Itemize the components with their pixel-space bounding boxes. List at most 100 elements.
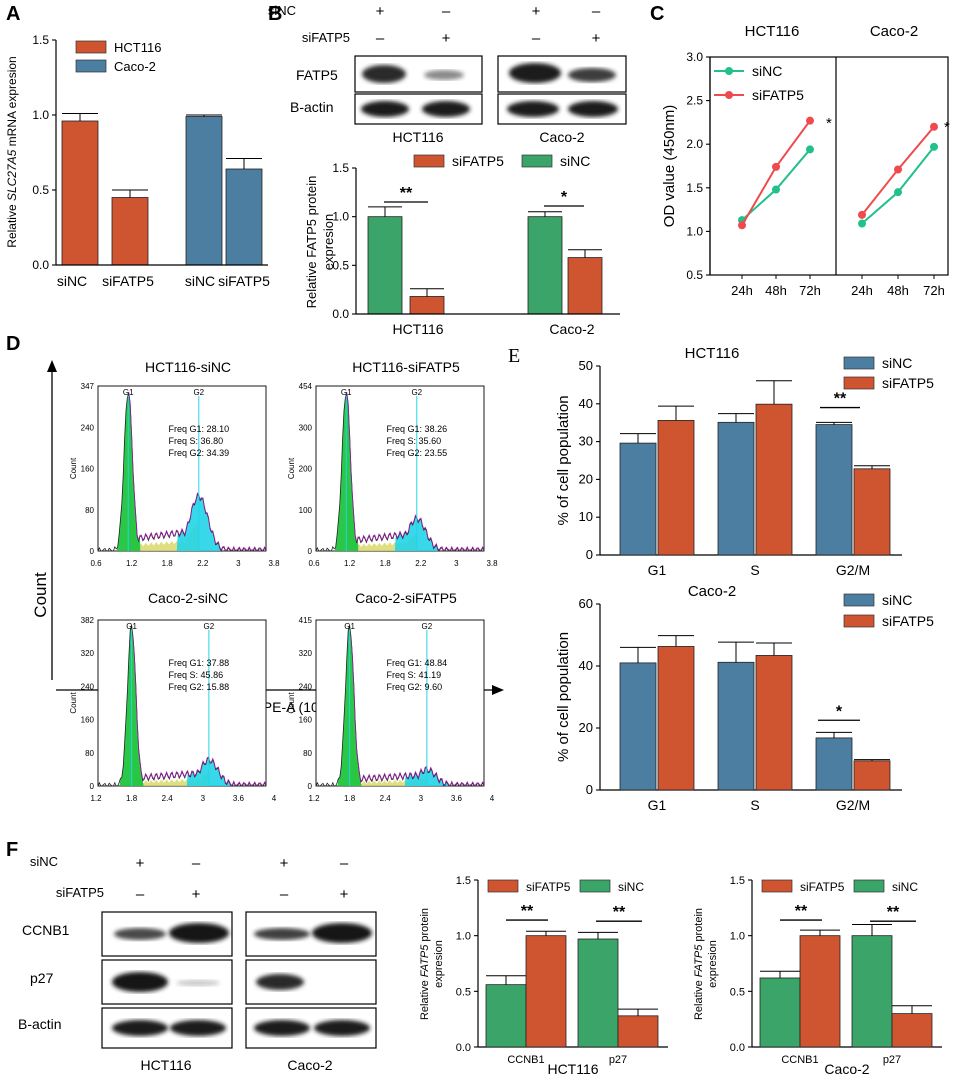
freq-stat: Freq S: 41.19 <box>387 670 442 680</box>
bar-siNC <box>61 120 99 266</box>
y-axis-label-gene: FATP5 <box>419 944 431 977</box>
chart-title: Caco-2 <box>688 583 736 600</box>
legend-label: siNC <box>882 355 912 371</box>
y-tick-label: 1.0 <box>730 931 745 943</box>
blot-b-sign: – <box>532 30 541 47</box>
histogram-x-tick: 1.8 <box>344 794 356 803</box>
legend-swatch <box>75 40 107 54</box>
histogram-x-tick: 3 <box>236 559 241 568</box>
g1-gate-label: G1 <box>344 622 355 631</box>
freq-stat: Freq G1: 28.10 <box>169 424 230 434</box>
fit-curve <box>132 635 267 786</box>
histogram-x-tick: 3 <box>454 559 459 568</box>
y-tick-label: 1.5 <box>332 161 349 175</box>
y-axis-label-part: protein <box>419 908 431 945</box>
g2-gate-label: G2 <box>193 388 204 397</box>
histogram-title: HCT116-siFATP5 <box>352 359 460 375</box>
bar-siFATP5-p27 <box>891 1013 933 1048</box>
histogram-y-tick: 240 <box>81 423 95 432</box>
histogram-x-tick: 1.2 <box>90 794 102 803</box>
data-point-siNC <box>894 188 902 197</box>
chart-title: HCT116 <box>685 345 740 362</box>
legend-label: siFATP5 <box>526 880 571 894</box>
y-axis-label-line: Relative FATP5 protein <box>419 908 431 1020</box>
histogram-x-tick: 3.8 <box>486 559 498 568</box>
histogram-x-tick: 4 <box>272 794 277 803</box>
legend-label: siNC <box>618 880 644 894</box>
legend-swatch <box>75 59 107 73</box>
blot-f-sign: – <box>136 886 145 903</box>
blot-b-band-bactin: B-actin <box>290 99 334 115</box>
blot-b-sign: – <box>376 30 385 47</box>
x-tick-label: CCNB1 <box>507 1054 544 1066</box>
flow-pe-axis-label: PE-A (10⁶) <box>263 699 329 715</box>
significance-label: ** <box>613 904 626 921</box>
histogram-y-tick: 382 <box>81 616 95 625</box>
y-tick-label: 1.0 <box>686 224 703 238</box>
data-point-siNC <box>772 185 780 194</box>
legend-label: siFATP5 <box>752 87 804 103</box>
legend-label: siNC <box>752 63 782 79</box>
flow-histogram: HCT116-siFATP5 454 300 200 100 0 Count 0.6 1.2 1.… <box>287 359 498 568</box>
blot-band <box>254 928 310 940</box>
histogram-y-tick: 80 <box>85 749 94 758</box>
y-tick-label: 1.5 <box>456 875 471 887</box>
chart-f-hct116: 0.0 0.5 1.0 1.5 Relative FATP5 proteinexpres… <box>419 875 668 1077</box>
bar-siFATP5-HCT116 <box>409 296 445 315</box>
histogram-x-tick: 1.8 <box>126 794 138 803</box>
legend-label: siNC <box>882 592 912 608</box>
bar-siFATP5-CCNB1 <box>799 935 841 1048</box>
x-tick-label: Caco-2 <box>549 321 594 337</box>
x-axis-label: Caco-2 <box>824 1061 869 1077</box>
histogram-y-label: Count <box>287 692 296 714</box>
blot-b-sign: – <box>442 3 451 20</box>
y-tick-label: 0.0 <box>332 307 349 321</box>
y-axis-label: OD value (450nm) <box>661 105 678 228</box>
bar-siNC-Caco-2 <box>527 216 563 315</box>
blot-band <box>312 923 372 943</box>
y-axis-label-line: expresion <box>433 940 445 988</box>
significance-label: * <box>944 119 950 136</box>
chart-a: 0.0 0.5 1.0 1.5 Relative SLC27A5 mRNA expres… <box>5 33 270 289</box>
histogram-x-tick: 2.2 <box>415 559 427 568</box>
freq-stat: Freq S: 36.80 <box>169 436 224 446</box>
blot-f-sign: – <box>192 855 201 872</box>
blot-band <box>170 1020 226 1036</box>
blot-band <box>176 980 220 986</box>
y-tick-label: 2.5 <box>686 94 703 108</box>
blot-band <box>509 63 561 83</box>
x-tick-label: S <box>750 562 759 578</box>
y-axis-label-part: mRNA expresion <box>5 56 19 149</box>
blot-band <box>169 923 229 943</box>
g1-gate-label: G1 <box>123 388 134 397</box>
histogram-y-tick: 0 <box>308 782 313 791</box>
chart-c: 0.5 1.0 1.5 2.0 2.5 3.0 OD value (450nm) HCT116… <box>661 23 950 298</box>
blot-f-band-ccnb1: CCNB1 <box>22 922 70 938</box>
data-point-siFATP5 <box>738 221 746 230</box>
bar-siNC-p27 <box>851 935 893 1048</box>
blot-f-band-bactin: B-actin <box>18 1016 62 1032</box>
bar-siNC <box>185 116 223 266</box>
histogram-y-label: Count <box>69 457 78 479</box>
legend-label: siNC <box>892 880 918 894</box>
blot-band <box>114 928 166 940</box>
legend-swatch <box>521 154 553 168</box>
blot-f-sign: + <box>280 855 289 872</box>
y-tick-label: 10 <box>579 509 593 524</box>
y-tick-label: 0.5 <box>730 986 745 998</box>
legend-swatch <box>413 154 445 168</box>
blot-band <box>112 972 168 992</box>
fit-curve <box>346 392 485 551</box>
histogram-y-tick: 0 <box>90 782 95 791</box>
data-point-siFATP5 <box>894 165 902 174</box>
blot-b-sinc-label: siNC <box>268 3 296 18</box>
panel-label-b: B <box>268 3 282 25</box>
plot-frame <box>709 56 949 276</box>
legend-label: siFATP5 <box>882 375 934 391</box>
histogram-title: Caco-2-siNC <box>148 590 228 606</box>
data-point-siNC <box>806 145 814 154</box>
y-axis-label-part: Relative <box>419 977 431 1020</box>
histogram-x-tick: 1.2 <box>344 559 356 568</box>
y-tick-label: 1.5 <box>730 875 745 887</box>
